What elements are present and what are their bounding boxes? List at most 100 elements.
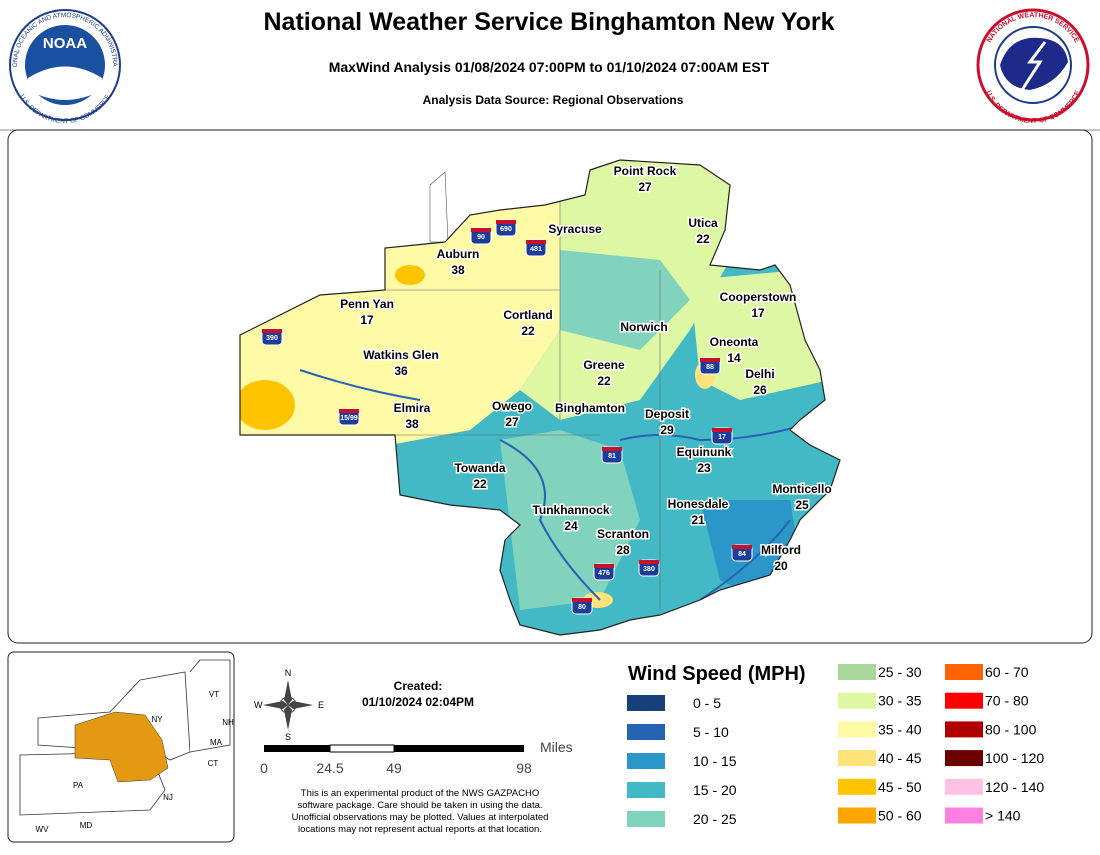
- subtitle: MaxWind Analysis 01/08/2024 07:00PM to 0…: [329, 59, 770, 75]
- station-value: 25: [795, 498, 809, 512]
- station-value: 21: [691, 513, 705, 527]
- state-label: VT: [209, 690, 219, 699]
- station-name: Honesdale: [668, 497, 729, 511]
- nws-bolt: [1020, 41, 1047, 91]
- compass-w: W: [254, 700, 263, 710]
- station-name: Watkins Glen: [363, 348, 439, 362]
- legend-swatch: [627, 811, 665, 827]
- station-value: 27: [638, 180, 652, 194]
- scale-labels: 0 24.5 49 98: [260, 760, 532, 776]
- station-value: 22: [521, 324, 535, 338]
- highway-number: 690: [500, 226, 512, 233]
- state-label: MA: [210, 738, 223, 747]
- legend-label: 35 - 40: [878, 721, 922, 737]
- station-value: 20: [774, 559, 788, 573]
- station-value: 22: [473, 477, 487, 491]
- legend-label: 120 - 140: [985, 779, 1044, 795]
- legend-label: 70 - 80: [985, 693, 1029, 709]
- station-name: Syracuse: [548, 222, 602, 236]
- noaa-bird: [28, 66, 102, 100]
- county-lines: [240, 200, 661, 610]
- legend-swatch: [945, 721, 983, 738]
- highway-number: 380: [643, 566, 655, 573]
- station-value: 29: [660, 423, 674, 437]
- station-value: 28: [616, 543, 630, 557]
- scale-seg: [394, 745, 524, 752]
- station-name: Milford: [761, 543, 801, 557]
- station-value: 17: [751, 306, 765, 320]
- station-value: 26: [753, 383, 767, 397]
- highway-number: 88: [706, 364, 714, 371]
- legend-label: 40 - 45: [878, 750, 922, 766]
- legend-label: 5 - 10: [693, 724, 729, 740]
- nws-cloud: [1000, 37, 1068, 90]
- scale-label: 0: [260, 760, 268, 776]
- state-label: NJ: [163, 793, 173, 802]
- scale-unit: Miles: [540, 739, 573, 755]
- station-name: Tunkhannock: [532, 503, 609, 517]
- field-hotspot: [240, 380, 295, 430]
- station-name: Towanda: [454, 461, 505, 475]
- station-name: Point Rock: [614, 164, 677, 178]
- legend-swatch: [945, 692, 983, 709]
- station-value: 38: [451, 263, 465, 277]
- highway-shield-top: [262, 329, 282, 333]
- legend-swatch: [838, 750, 876, 767]
- station-name: Cooperstown: [720, 290, 797, 304]
- highway-shield-top: [732, 545, 752, 549]
- disclaimer-line: This is an experimental product of the N…: [301, 788, 539, 799]
- disclaimer-line: Unofficial observations may be plotted. …: [292, 812, 549, 823]
- state-label: CT: [208, 759, 219, 768]
- legend-swatch: [838, 664, 876, 680]
- legend-label: 0 - 5: [693, 695, 721, 711]
- station-name: Auburn: [437, 247, 480, 261]
- station-name: Binghamton: [555, 401, 625, 415]
- compass-ring: [279, 696, 297, 714]
- state-label: MD: [80, 821, 93, 830]
- legend-title: Wind Speed (MPH): [628, 663, 806, 685]
- station-value: 22: [597, 374, 611, 388]
- station-name: Oneonta: [710, 335, 759, 349]
- station-value: 27: [505, 415, 519, 429]
- station-value: 38: [405, 417, 419, 431]
- disclaimer: This is an experimental product of the N…: [292, 788, 549, 835]
- highway-number: 390: [266, 335, 278, 342]
- highway-number: 17: [718, 434, 726, 441]
- region-outline: [239, 159, 841, 636]
- station-name: Monticello: [772, 482, 831, 496]
- legend-label: > 140: [985, 808, 1021, 824]
- station-value: 36: [394, 364, 408, 378]
- highway-number: 90: [477, 234, 485, 241]
- station-name: Greene: [583, 358, 625, 372]
- highway-number: 81: [608, 453, 616, 460]
- station-name: Utica: [688, 216, 718, 230]
- scale-label: 24.5: [316, 760, 343, 776]
- legend-label: 60 - 70: [985, 664, 1029, 680]
- state-label: NH: [222, 718, 234, 727]
- scale-label: 49: [386, 760, 402, 776]
- station-name: Cortland: [503, 308, 552, 322]
- station-name: Deposit: [645, 407, 689, 421]
- legend-swatch: [838, 692, 876, 709]
- disclaimer-line: software package. Care should be taken i…: [297, 800, 542, 811]
- map-labels: 390 90 690 481 88 17 81 380 476 80 84 15/99 Point Ro…: [261, 163, 833, 615]
- highway-shield-top: [639, 560, 659, 564]
- highway-shield-top: [594, 564, 614, 568]
- state-label: PA: [73, 781, 84, 790]
- highway-shield-top: [496, 220, 516, 224]
- legend-swatch: [838, 778, 876, 795]
- legend-swatch: [945, 664, 983, 680]
- noaa-text: NOAA: [43, 35, 87, 52]
- created-label: Created:: [394, 679, 443, 693]
- county-outline: [429, 171, 449, 243]
- legend-swatch: [945, 807, 983, 824]
- legend-label: 15 - 20: [693, 782, 737, 798]
- title: National Weather Service Binghamton New …: [264, 8, 835, 36]
- scale-seg: [264, 745, 330, 752]
- legend-swatch: [838, 807, 876, 824]
- rivers: [299, 369, 821, 601]
- station-name: Norwich: [620, 320, 667, 334]
- legend-swatch: [945, 778, 983, 795]
- scale-label: 98: [516, 760, 532, 776]
- station-name: Scranton: [597, 527, 649, 541]
